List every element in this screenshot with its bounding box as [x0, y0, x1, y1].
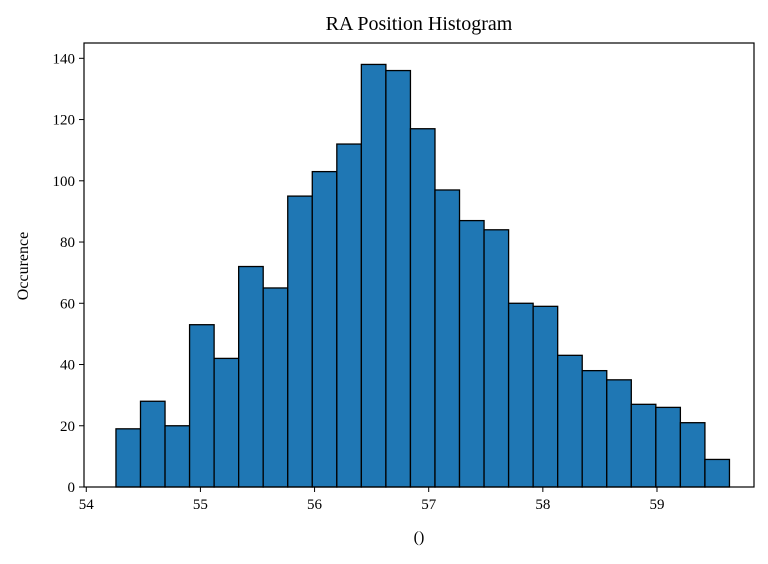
y-axis-ticks: 0 20 40 60 80 100 120 140 — [53, 51, 84, 496]
histogram-bar — [679, 422, 706, 488]
x-tick-label: 54 — [79, 497, 95, 513]
x-tick-label: 58 — [535, 497, 550, 513]
x-axis-ticks: 54 55 56 57 58 59 — [79, 487, 664, 513]
histogram-bars — [115, 63, 731, 488]
y-tick-label: 60 — [60, 296, 75, 312]
histogram-bar — [139, 400, 166, 488]
histogram-bar — [655, 406, 682, 488]
y-tick-label: 40 — [60, 358, 75, 374]
histogram-bar — [532, 305, 559, 488]
x-tick-label: 59 — [649, 497, 664, 513]
x-tick-label: 57 — [421, 497, 437, 513]
histogram-bar — [557, 354, 583, 488]
y-tick-label: 120 — [53, 113, 76, 129]
histogram-bar — [606, 379, 632, 488]
histogram-bar — [188, 324, 215, 488]
plot-area-frame — [83, 42, 755, 488]
histogram-bar — [262, 287, 289, 488]
histogram-bar — [409, 128, 436, 488]
histogram-bar — [115, 428, 142, 488]
y-tick-label: 0 — [68, 480, 76, 496]
histogram-bar — [434, 189, 461, 488]
y-tick-label: 100 — [53, 174, 76, 190]
histogram-bar — [311, 170, 338, 488]
histogram-bar — [287, 195, 313, 488]
histogram-bar — [458, 219, 485, 488]
chart-title: RA Position Histogram — [326, 13, 513, 35]
x-tick-label: 56 — [307, 497, 323, 513]
y-axis-label: Occurence — [15, 232, 32, 300]
histogram-bar — [581, 369, 608, 488]
y-tick-label: 140 — [53, 51, 76, 67]
x-tick-label: 55 — [193, 497, 208, 513]
histogram-bar — [704, 458, 731, 488]
histogram-bar — [213, 357, 240, 488]
histogram-bar — [238, 265, 264, 488]
histogram-bar — [164, 425, 191, 488]
histogram-bar — [507, 302, 534, 488]
y-tick-label: 20 — [60, 419, 75, 435]
histogram-bar — [385, 69, 412, 488]
histogram-bar — [360, 63, 387, 488]
histogram-bar — [336, 143, 363, 488]
histogram-bar — [483, 229, 510, 488]
x-axis-label: () — [414, 529, 425, 546]
y-tick-label: 80 — [60, 235, 75, 251]
histogram-bar — [630, 403, 657, 488]
